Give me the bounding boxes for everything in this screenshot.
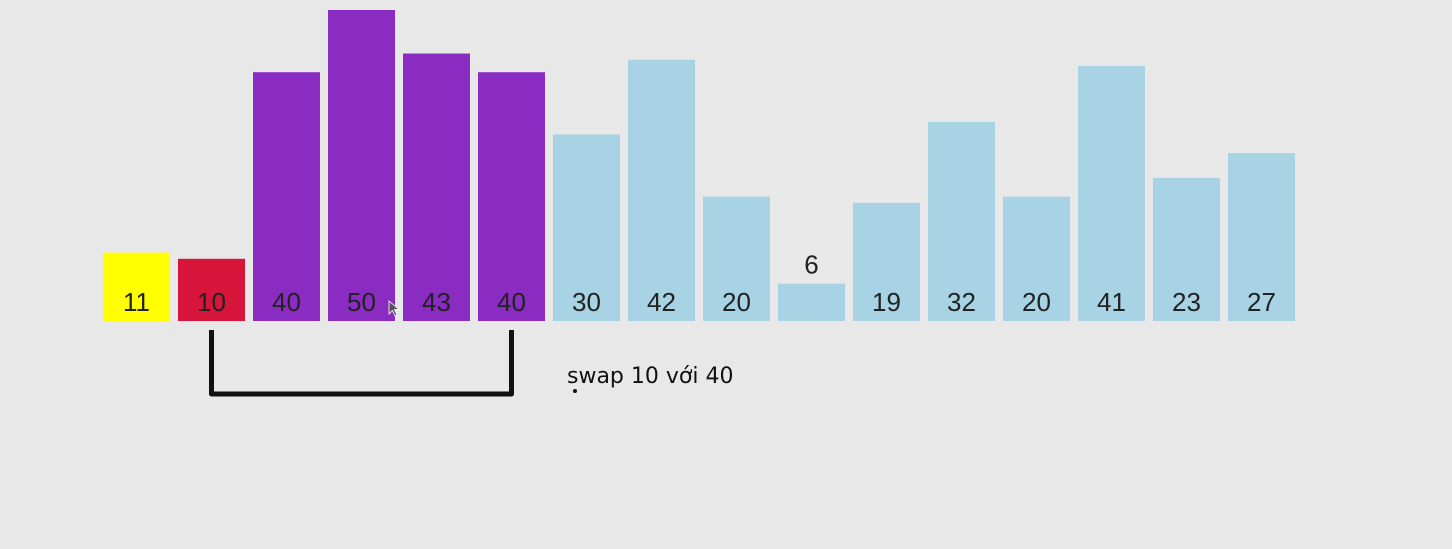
bar-label-5: 40 [497,287,526,317]
bar-8 [703,196,770,321]
bar-label-3: 50 [347,287,376,317]
bar-label-14: 23 [1172,287,1201,317]
swap-annotation: swap 10 với 40 [567,364,734,389]
bar-label-4: 43 [422,287,451,317]
bar-label-6: 30 [572,287,601,317]
bar-13 [1078,65,1145,321]
bar-label-10: 19 [872,287,901,317]
bar-4 [403,53,470,321]
bar-label-7: 42 [647,287,676,317]
bar-10 [853,202,920,321]
mouse-cursor-icon [388,300,400,317]
bar-label-15: 27 [1247,287,1276,317]
bar-11 [928,121,995,322]
bar-label-11: 32 [947,287,976,317]
bar-label-12: 20 [1022,287,1051,317]
bar-9 [778,283,845,321]
bar-1 [178,258,245,321]
bar-14 [1153,177,1220,321]
bar-12 [1003,196,1070,321]
bar-label-8: 20 [722,287,751,317]
bar-label-0: 11 [123,287,150,317]
swap-bracket [209,330,514,397]
bar-label-9: 6 [804,250,818,280]
bar-0 [103,252,170,321]
bar-15 [1228,153,1295,321]
bar-3 [328,10,395,321]
bar-2 [253,72,320,321]
annotation-dot [573,389,577,393]
bar-label-13: 41 [1097,287,1126,317]
bar-label-1: 10 [197,287,226,317]
bar-label-2: 40 [272,287,301,317]
bar-6 [553,134,620,321]
bar-5 [478,72,545,321]
bar-7 [628,59,695,321]
